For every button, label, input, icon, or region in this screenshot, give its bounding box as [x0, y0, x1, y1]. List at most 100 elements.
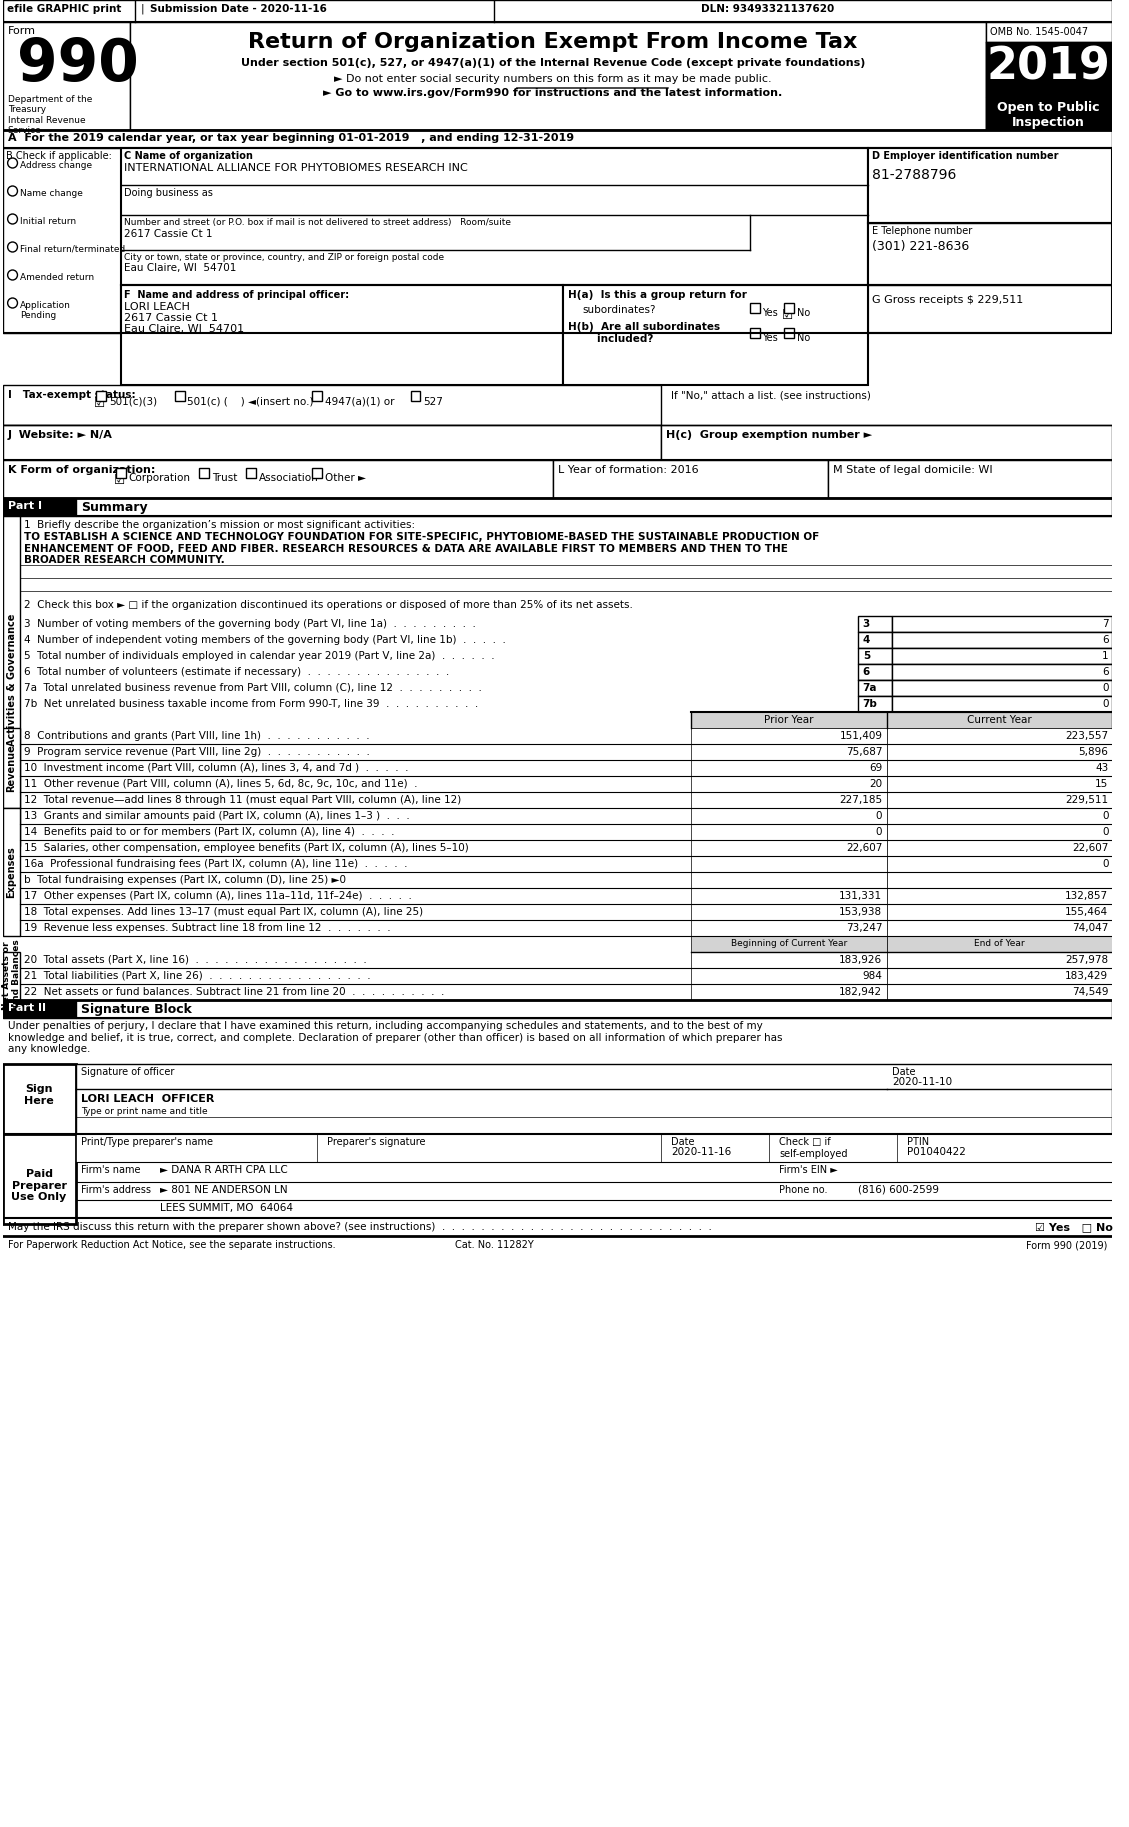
Bar: [892, 649, 1112, 663]
Bar: [563, 285, 867, 385]
Text: Department of the
Treasury
Internal Revenue
Service: Department of the Treasury Internal Reve…: [8, 95, 93, 135]
Text: 7: 7: [1102, 619, 1109, 628]
Text: 0: 0: [1102, 859, 1109, 870]
Text: City or town, state or province, country, and ZIP or foreign postal code: City or town, state or province, country…: [123, 252, 444, 261]
Text: 0: 0: [1102, 811, 1109, 820]
Bar: [887, 921, 1112, 935]
Text: J  Website: ► N/A: J Website: ► N/A: [8, 429, 113, 440]
Bar: [2, 515, 20, 846]
Text: 12  Total revenue—add lines 8 through 11 (must equal Part VIII, column (A), line: 12 Total revenue—add lines 8 through 11 …: [25, 795, 462, 806]
Bar: [829, 460, 1112, 499]
Bar: [691, 824, 887, 840]
Text: 10  Investment income (Part VIII, column (A), lines 3, 4, and 7d )  .  .  .  .  : 10 Investment income (Part VIII, column …: [25, 764, 409, 773]
Text: (301) 221-8636: (301) 221-8636: [872, 239, 969, 252]
Text: Paid
Preparer
Use Only: Paid Preparer Use Only: [11, 1169, 67, 1202]
Text: Yes: Yes: [762, 333, 778, 343]
Text: 0: 0: [876, 828, 883, 837]
Text: 5: 5: [863, 650, 870, 661]
Bar: [553, 460, 829, 499]
Bar: [887, 727, 1112, 744]
Bar: [892, 616, 1112, 632]
Text: Preparer's signature: Preparer's signature: [327, 1136, 426, 1147]
Text: efile GRAPHIC print: efile GRAPHIC print: [7, 4, 121, 15]
Text: 2020-11-10: 2020-11-10: [892, 1076, 953, 1087]
Bar: [2, 952, 20, 999]
Text: Form 990 (2019): Form 990 (2019): [1026, 1241, 1108, 1250]
Text: Summary: Summary: [81, 501, 148, 513]
Text: Firm's address: Firm's address: [81, 1186, 151, 1195]
Text: 3: 3: [863, 619, 870, 628]
Text: I   Tax-exempt status:: I Tax-exempt status:: [8, 389, 135, 400]
Text: Trust: Trust: [212, 473, 237, 482]
Text: Other ►: Other ►: [325, 473, 366, 482]
Text: ► 801 NE ANDERSON LN: ► 801 NE ANDERSON LN: [160, 1186, 288, 1195]
Text: 17  Other expenses (Part IX, column (A), lines 11a–11d, 11f–24e)  .  .  .  .  .: 17 Other expenses (Part IX, column (A), …: [25, 892, 412, 901]
Text: Return of Organization Exempt From Income Tax: Return of Organization Exempt From Incom…: [248, 33, 858, 51]
Text: Signature of officer: Signature of officer: [81, 1067, 175, 1076]
Text: Type or print name and title: Type or print name and title: [81, 1107, 208, 1116]
Text: ☑: ☑: [782, 309, 794, 322]
Bar: [691, 713, 887, 727]
Text: |: |: [140, 4, 143, 15]
Bar: [892, 663, 1112, 680]
Text: For Paperwork Reduction Act Notice, see the separate instructions.: For Paperwork Reduction Act Notice, see …: [8, 1241, 335, 1250]
Bar: [2, 460, 553, 499]
Text: LORI LEACH  OFFICER: LORI LEACH OFFICER: [81, 1094, 215, 1104]
Bar: [691, 935, 887, 952]
Text: 990: 990: [17, 37, 139, 93]
Text: Phone no.: Phone no.: [779, 1186, 828, 1195]
Bar: [116, 468, 125, 479]
Text: H(c)  Group exemption number ►: H(c) Group exemption number ►: [666, 429, 873, 440]
Text: b  Total fundraising expenses (Part IX, column (D), line 25) ►0: b Total fundraising expenses (Part IX, c…: [25, 875, 347, 884]
Text: 501(c)(3): 501(c)(3): [108, 396, 157, 407]
Text: D Employer identification number: D Employer identification number: [872, 152, 1058, 161]
Bar: [887, 808, 1112, 824]
Text: 223,557: 223,557: [1066, 731, 1109, 742]
Text: 7b: 7b: [863, 700, 877, 709]
Bar: [691, 808, 887, 824]
Text: Under penalties of perjury, I declare that I have examined this return, includin: Under penalties of perjury, I declare th…: [8, 1021, 782, 1054]
Text: 132,857: 132,857: [1066, 892, 1109, 901]
Bar: [691, 904, 887, 921]
Bar: [2, 426, 662, 460]
Text: Open to Public
Inspection: Open to Public Inspection: [997, 100, 1100, 130]
Bar: [892, 680, 1112, 696]
Text: 4  Number of independent voting members of the governing body (Part VI, line 1b): 4 Number of independent voting members o…: [25, 636, 506, 645]
Text: 501(c) (    ) ◄(insert no.): 501(c) ( ) ◄(insert no.): [187, 396, 314, 407]
Bar: [887, 791, 1112, 808]
Bar: [887, 713, 1112, 727]
Text: 73,247: 73,247: [846, 923, 883, 934]
Bar: [867, 285, 1112, 333]
Text: 19  Revenue less expenses. Subtract line 18 from line 12  .  .  .  .  .  .  .: 19 Revenue less expenses. Subtract line …: [25, 923, 391, 934]
Bar: [411, 391, 420, 400]
Bar: [313, 391, 322, 400]
Bar: [121, 148, 867, 333]
Text: LORI LEACH: LORI LEACH: [123, 301, 190, 312]
Text: 229,511: 229,511: [1066, 795, 1109, 806]
Text: Beginning of Current Year: Beginning of Current Year: [730, 939, 847, 948]
Text: 22,607: 22,607: [1073, 842, 1109, 853]
Text: Cat. No. 11282Y: Cat. No. 11282Y: [455, 1241, 534, 1250]
Text: 20  Total assets (Part X, line 16)  .  .  .  .  .  .  .  .  .  .  .  .  .  .  . : 20 Total assets (Part X, line 16) . . . …: [25, 956, 367, 965]
Bar: [887, 888, 1112, 904]
Text: May the IRS discuss this return with the preparer shown above? (see instructions: May the IRS discuss this return with the…: [8, 1222, 711, 1231]
Bar: [246, 468, 256, 479]
Text: ☑: ☑: [94, 396, 105, 409]
Text: 15  Salaries, other compensation, employee benefits (Part IX, column (A), lines : 15 Salaries, other compensation, employe…: [25, 842, 469, 853]
Text: Current Year: Current Year: [966, 714, 1032, 725]
Bar: [2, 808, 20, 935]
Text: 155,464: 155,464: [1066, 906, 1109, 917]
Text: Check □ if
self-employed: Check □ if self-employed: [779, 1136, 848, 1158]
Bar: [887, 744, 1112, 760]
Bar: [887, 904, 1112, 921]
Text: DLN: 93493321137620: DLN: 93493321137620: [700, 4, 834, 15]
Text: 3  Number of voting members of the governing body (Part VI, line 1a)  .  .  .  .: 3 Number of voting members of the govern…: [25, 619, 476, 628]
Text: Doing business as: Doing business as: [123, 188, 212, 197]
Text: 0: 0: [1102, 683, 1109, 692]
Bar: [691, 776, 887, 791]
Text: Submission Date - 2020-11-16: Submission Date - 2020-11-16: [150, 4, 327, 15]
Text: 131,331: 131,331: [839, 892, 883, 901]
Text: F  Name and address of principal officer:: F Name and address of principal officer:: [123, 290, 349, 300]
Bar: [131, 22, 986, 130]
Bar: [858, 632, 892, 649]
